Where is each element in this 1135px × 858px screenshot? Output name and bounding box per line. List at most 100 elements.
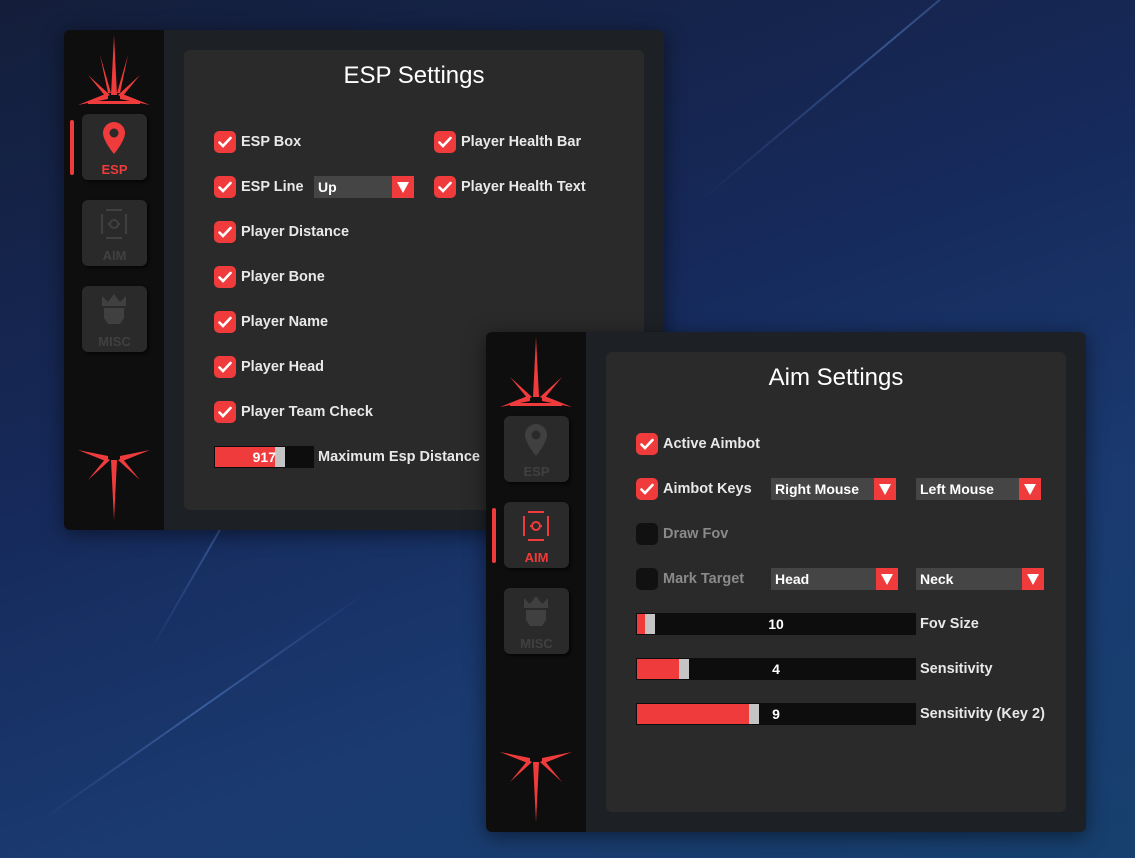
esp-option-row[interactable]: ESP Line <box>214 176 304 198</box>
slider-value: 917 <box>252 449 276 465</box>
logo-bottom-icon <box>78 450 150 520</box>
checkbox-label: Player Bone <box>241 269 325 285</box>
aimbot-key2-dropdown[interactable]: Left Mouse <box>916 478 1041 500</box>
slider-knob[interactable] <box>645 614 655 634</box>
nav-misc-button[interactable]: MISC <box>82 286 147 352</box>
slider-label: Sensitivity (Key 2) <box>920 706 1045 722</box>
checkbox[interactable] <box>214 401 236 423</box>
slider-label: Fov Size <box>920 616 979 632</box>
map-pin-icon <box>103 122 125 154</box>
esp-option-row[interactable]: Player Head <box>214 356 324 378</box>
active-indicator <box>492 508 496 563</box>
nav-misc-label: MISC <box>98 334 131 349</box>
slider-value: 9 <box>772 706 780 722</box>
checkbox[interactable] <box>214 131 236 153</box>
panel-title: Aim Settings <box>768 364 904 391</box>
nav-aim-button[interactable]: AIM <box>82 200 147 266</box>
esp-window: ESP AIM MISC ESP Settings ESP Box ESP Lin… <box>64 30 664 530</box>
checkbox[interactable] <box>214 311 236 333</box>
aim-option-row[interactable]: Active Aimbot <box>636 433 760 455</box>
checkbox[interactable] <box>214 176 236 198</box>
panel-title: ESP Settings <box>343 62 485 89</box>
slider-knob[interactable] <box>679 659 689 679</box>
esp-option-row[interactable]: Player Name <box>214 311 328 333</box>
slider-fill <box>637 704 749 724</box>
nav-esp-label: ESP <box>101 162 128 177</box>
checkbox-label: Player Head <box>241 359 325 375</box>
slider-label: Sensitivity <box>920 661 993 677</box>
dropdown-value: Left Mouse <box>920 481 994 497</box>
esp-option-row[interactable]: ESP Box <box>214 131 301 153</box>
checkbox-label: Aimbot Keys <box>663 481 752 497</box>
checkbox[interactable] <box>636 568 658 590</box>
logo-icon <box>78 35 150 105</box>
crosshair-icon <box>523 511 549 541</box>
checkbox[interactable] <box>214 221 236 243</box>
checkbox[interactable] <box>636 523 658 545</box>
slider-fill <box>637 614 645 634</box>
map-pin-icon <box>525 424 547 456</box>
nav-esp-button[interactable]: ESP <box>504 416 569 482</box>
sidebar: ESP AIM MISC <box>486 332 586 832</box>
nav-aim-button[interactable]: AIM <box>504 502 569 568</box>
skull-crown-icon <box>524 596 548 626</box>
slider-value: 10 <box>768 616 784 632</box>
aim-option-row[interactable]: Mark Target <box>636 568 744 590</box>
aim-option-row[interactable]: Aimbot Keys <box>636 478 752 500</box>
nav-esp-button[interactable]: ESP <box>82 114 147 180</box>
aim-slider[interactable]: 10 <box>636 613 916 635</box>
target-bone1-dropdown[interactable]: Head <box>771 568 898 590</box>
esp-option-row[interactable]: Player Health Text <box>434 176 586 198</box>
dropdown-arrow-icon <box>1022 568 1044 590</box>
aim-slider[interactable]: 9 <box>636 703 916 725</box>
dropdown-arrow-icon <box>874 478 896 500</box>
checkbox-label: Player Health Bar <box>461 134 582 150</box>
esp-option-row[interactable]: Player Distance <box>214 221 349 243</box>
max-distance-slider[interactable]: 917 <box>214 446 314 468</box>
checkbox-label: Player Distance <box>241 224 350 240</box>
checkbox-label: Player Health Text <box>461 179 586 195</box>
dropdown-value: Neck <box>920 571 954 587</box>
checkbox-label: Active Aimbot <box>663 436 760 452</box>
skull-crown-icon <box>102 294 126 324</box>
dropdown-arrow-icon <box>876 568 898 590</box>
dropdown-value: Right Mouse <box>775 481 859 497</box>
checkbox[interactable] <box>214 266 236 288</box>
slider-knob[interactable] <box>749 704 759 724</box>
checkbox-label: Draw Fov <box>663 526 729 542</box>
dropdown-value: Head <box>775 571 810 587</box>
target-bone2-dropdown[interactable]: Neck <box>916 568 1044 590</box>
crosshair-icon <box>101 209 127 239</box>
nav-misc-label: MISC <box>520 636 553 651</box>
nav-aim-label: AIM <box>524 550 549 565</box>
checkbox[interactable] <box>636 478 658 500</box>
aim-option-row[interactable]: Draw Fov <box>636 523 728 545</box>
slider-value: 4 <box>772 661 780 677</box>
aim-window: ESP AIM MISC Aim Settings Active Aimbot A… <box>486 332 1086 832</box>
checkbox[interactable] <box>434 131 456 153</box>
checkbox[interactable] <box>434 176 456 198</box>
logo-bottom-icon <box>500 752 572 822</box>
aimbot-key1-dropdown[interactable]: Right Mouse <box>771 478 896 500</box>
esp-option-row[interactable]: Player Bone <box>214 266 325 288</box>
esp-line-dropdown[interactable]: Up <box>314 176 414 198</box>
sidebar: ESP AIM MISC <box>64 30 164 530</box>
slider-label: Maximum Esp Distance <box>318 449 480 465</box>
nav-aim-label: AIM <box>102 248 127 263</box>
checkbox-label: Mark Target <box>663 571 745 587</box>
dropdown-value: Up <box>318 179 337 195</box>
logo-icon <box>500 337 572 407</box>
esp-option-row[interactable]: Player Health Bar <box>434 131 581 153</box>
nav-esp-label: ESP <box>523 464 550 479</box>
esp-option-row[interactable]: Player Team Check <box>214 401 373 423</box>
checkbox-label: Player Name <box>241 314 329 330</box>
active-indicator <box>70 120 74 175</box>
dropdown-arrow-icon <box>392 176 414 198</box>
slider-fill <box>637 659 679 679</box>
aim-settings-panel: Aim Settings Active Aimbot Aimbot Keys Dra… <box>606 352 1066 812</box>
checkbox-label: ESP Line <box>241 179 304 195</box>
checkbox[interactable] <box>214 356 236 378</box>
checkbox[interactable] <box>636 433 658 455</box>
nav-misc-button[interactable]: MISC <box>504 588 569 654</box>
aim-slider[interactable]: 4 <box>636 658 916 680</box>
